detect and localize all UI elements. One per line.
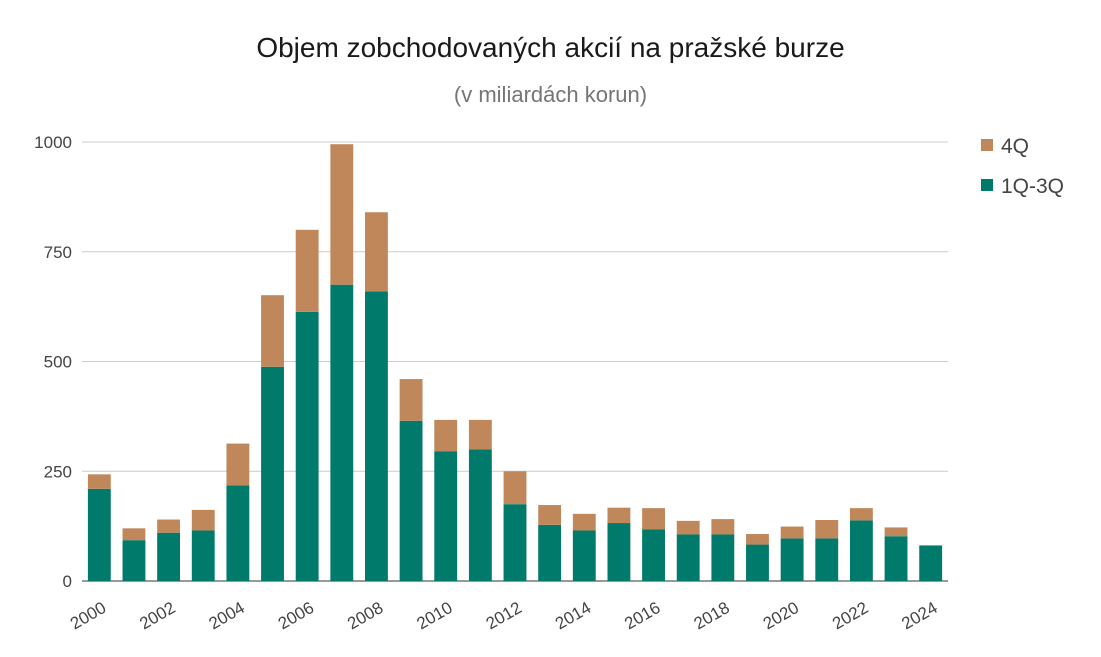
legend-label: 4Q <box>1001 135 1029 158</box>
x-tick-label: 2008 <box>344 598 386 633</box>
bar-4q-2010 <box>434 419 458 452</box>
bar-4q-2021 <box>815 519 839 539</box>
bar-4q-2017 <box>676 520 700 535</box>
bar-1q-3q-2020 <box>780 538 804 581</box>
legend-swatch-1q-3q <box>981 179 993 191</box>
bar-4q-2011 <box>468 419 492 450</box>
bar-1q-3q-2016 <box>642 529 665 581</box>
bar-1q-3q-2012 <box>503 504 527 581</box>
bar-1q-3q-2014 <box>572 530 596 581</box>
bar-1q-3q-2009 <box>399 420 423 581</box>
bar-4q-2020 <box>780 526 804 539</box>
x-tick-label: 2022 <box>829 598 871 633</box>
bar-4q-2003 <box>191 509 215 531</box>
bar-1q-3q-2024 <box>919 545 943 581</box>
bar-1q-3q-2001 <box>122 540 146 581</box>
bar-4q-2015 <box>607 507 631 524</box>
bar-1q-3q-2015 <box>607 523 631 581</box>
bar-1q-3q-2021 <box>815 538 839 581</box>
x-tick-label: 2004 <box>206 598 248 633</box>
bar-1q-3q-2017 <box>676 534 700 581</box>
bar-1q-3q-2006 <box>295 311 319 581</box>
bar-4q-2008 <box>365 212 388 292</box>
bar-4q-2009 <box>399 379 423 421</box>
bar-4q-2023 <box>884 527 908 537</box>
x-tick-label: 2024 <box>898 598 940 633</box>
bar-1q-3q-2013 <box>538 524 562 581</box>
bar-4q-2001 <box>122 528 146 541</box>
bar-1q-3q-2011 <box>468 449 492 581</box>
bar-1q-3q-2000 <box>87 488 111 581</box>
bar-1q-3q-2008 <box>365 291 388 581</box>
bar-1q-3q-2003 <box>191 530 215 581</box>
bar-4q-2022 <box>849 508 873 521</box>
chart-subtitle: (v miliardách korun) <box>453 82 648 107</box>
x-tick-label: 2010 <box>413 598 455 633</box>
bar-1q-3q-2023 <box>884 536 908 581</box>
bar-1q-3q-2010 <box>434 451 458 581</box>
x-tick-label: 2002 <box>136 598 178 633</box>
bar-4q-2006 <box>295 229 319 312</box>
legend: 4Q 1Q-3Q <box>981 135 1064 198</box>
bar-1q-3q-2004 <box>226 485 250 581</box>
bars <box>87 144 943 581</box>
bar-4q-2004 <box>226 443 250 486</box>
legend-swatch-4q <box>981 139 993 151</box>
bar-4q-2012 <box>503 471 527 505</box>
bar-1q-3q-2018 <box>711 534 735 581</box>
bar-4q-2007 <box>330 144 354 285</box>
x-tick-label: 2016 <box>621 598 663 633</box>
x-tick-label: 2012 <box>483 598 525 633</box>
bar-4q-2013 <box>538 505 562 525</box>
bar-4q-2005 <box>261 295 284 367</box>
bar-1q-3q-2007 <box>330 284 354 581</box>
bar-4q-2002 <box>157 519 181 533</box>
bar-4q-2019 <box>746 534 769 545</box>
y-axis-tick-labels: 0 250 500 750 1000 <box>34 133 72 591</box>
x-axis-tick-labels: 2000 2002 2004 2006 2008 2010 2012 2014 2016 2018… <box>67 598 941 633</box>
bar-1q-3q-2019 <box>746 544 769 581</box>
chart-title: Objem zobchodovaných akcií na pražské bu… <box>256 32 845 63</box>
y-tick-label: 750 <box>44 243 72 262</box>
bar-1q-3q-2022 <box>849 520 873 581</box>
bar-1q-3q-2002 <box>157 532 181 581</box>
x-tick-label: 2020 <box>760 598 802 633</box>
y-tick-label: 250 <box>44 462 72 481</box>
x-tick-label: 2006 <box>275 598 317 633</box>
bar-4q-2018 <box>711 519 735 535</box>
y-tick-label: 500 <box>44 353 72 372</box>
bar-4q-2016 <box>642 508 665 530</box>
legend-label: 1Q-3Q <box>1001 175 1064 198</box>
x-tick-label: 2014 <box>552 598 594 633</box>
bar-4q-2014 <box>572 513 596 531</box>
bar-4q-2000 <box>87 474 111 489</box>
x-tick-label: 2000 <box>67 598 109 633</box>
x-tick-label: 2018 <box>691 598 733 633</box>
bar-1q-3q-2005 <box>261 366 284 581</box>
y-tick-label: 0 <box>63 572 72 591</box>
y-tick-label: 1000 <box>34 133 72 152</box>
